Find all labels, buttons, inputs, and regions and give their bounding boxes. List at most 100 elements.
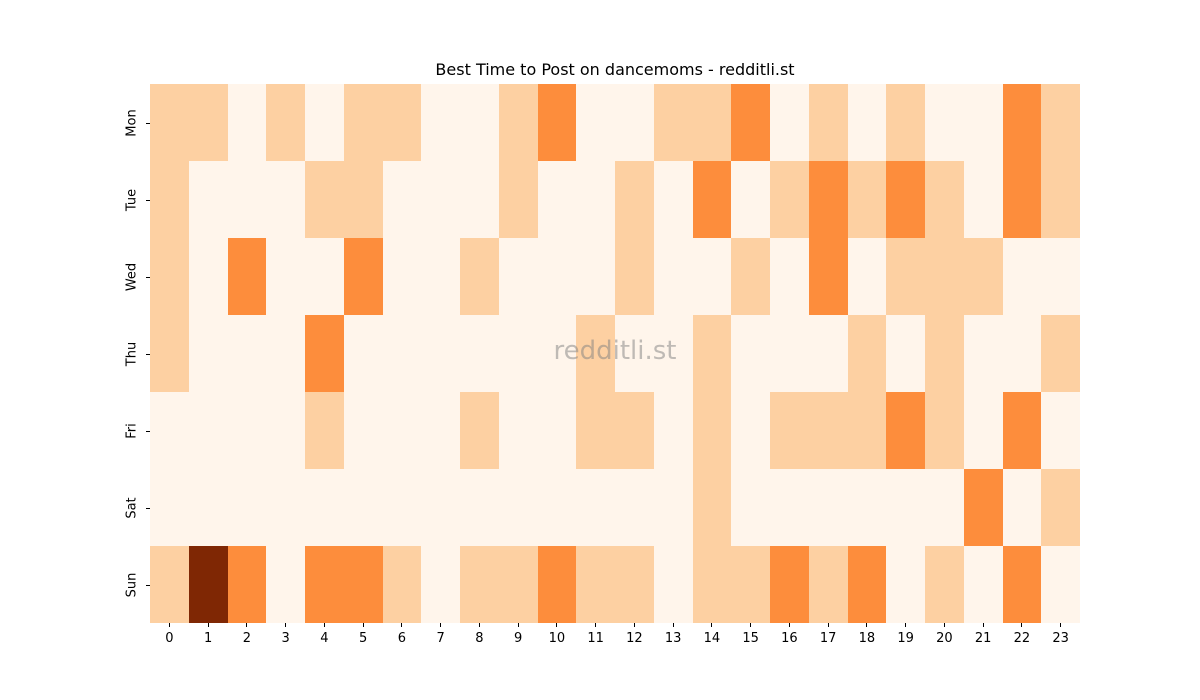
- heatmap-cell: [227, 161, 267, 238]
- heatmap-cell: [305, 392, 344, 469]
- x-tick-label: 1: [189, 623, 228, 646]
- heatmap-cell: [886, 238, 925, 315]
- heatmap-cell: [925, 84, 964, 161]
- heatmap-cell: [886, 161, 925, 238]
- heatmap-cell: [343, 238, 383, 315]
- x-tick-mark: [285, 623, 287, 627]
- heatmap-cell: [305, 315, 344, 392]
- x-tick-label: 21: [964, 623, 1003, 646]
- heatmap-cell: [925, 546, 964, 623]
- heatmap-cell: [808, 315, 848, 392]
- chart-title: Best Time to Post on dancemoms - redditl…: [435, 60, 795, 79]
- heatmap-cell: [1041, 392, 1080, 469]
- heatmap-cell: [808, 238, 848, 315]
- heatmap-cell: [653, 84, 693, 161]
- heatmap-cell: [1002, 469, 1042, 546]
- x-tick-mark: [595, 623, 597, 627]
- heatmap-cell: [537, 161, 577, 238]
- heatmap-cell: [963, 315, 1003, 392]
- heatmap-cell: [847, 161, 887, 238]
- x-tick-text: 11: [587, 631, 604, 646]
- x-axis: 0 1 2 3 4 5 6 7 8 9 10 11 12 13 14 15 16 17 18 19 20 21 22 23: [150, 623, 1080, 653]
- heatmap-cell: [498, 469, 538, 546]
- x-tick-mark: [168, 623, 170, 627]
- heatmap-cell: [498, 315, 538, 392]
- heatmap-cell: [692, 315, 732, 392]
- heatmap-cell: [498, 392, 538, 469]
- x-tick-label: 23: [1041, 623, 1080, 646]
- heatmap-cell: [227, 315, 267, 392]
- heatmap-cell: [1041, 315, 1080, 392]
- x-tick-label: 19: [886, 623, 925, 646]
- heatmap-cell: [343, 469, 383, 546]
- heatmap-cell: [615, 315, 654, 392]
- x-tick-label: 20: [925, 623, 964, 646]
- x-tick-text: 10: [548, 631, 566, 646]
- y-tick-text: Thu: [124, 341, 140, 366]
- heatmap-cell: [692, 238, 732, 315]
- heatmap-cell: [731, 161, 770, 238]
- heatmap-cell: [227, 392, 267, 469]
- y-tick-text: Tue: [124, 188, 140, 211]
- heatmap-cell: [615, 84, 654, 161]
- heatmap-cell: [731, 469, 770, 546]
- heatmap-cell: [963, 84, 1003, 161]
- x-tick-label: 2: [228, 623, 267, 646]
- heatmap-cell: [150, 84, 189, 161]
- heatmap-cell: [227, 546, 267, 623]
- heatmap-cell: [343, 315, 383, 392]
- x-tick-label: 13: [654, 623, 693, 646]
- heatmap-cell: [188, 238, 228, 315]
- x-tick-label: 0: [150, 623, 189, 646]
- x-tick-label: 5: [344, 623, 383, 646]
- heatmap-cell: [770, 315, 809, 392]
- x-tick-mark: [711, 623, 713, 627]
- heatmap-cell: [808, 161, 848, 238]
- heatmap-cell: [847, 315, 887, 392]
- heatmap-cell: [1002, 315, 1042, 392]
- heatmap-cell: [886, 469, 925, 546]
- x-tick-text: 18: [858, 631, 876, 646]
- heatmap-cell: [266, 315, 305, 392]
- x-tick-text: 7: [436, 631, 445, 646]
- x-tick-text: 2: [242, 631, 252, 646]
- heatmap-cell: [925, 469, 964, 546]
- heatmap-cell: [188, 84, 228, 161]
- y-tick-text: Mon: [124, 108, 140, 137]
- heatmap-cell: [576, 546, 615, 623]
- y-tick-text: Sat: [124, 496, 140, 519]
- x-tick-mark: [866, 623, 868, 627]
- heatmap-cell: [653, 546, 693, 623]
- heatmap-cell: [150, 392, 189, 469]
- x-tick-text: 22: [1013, 631, 1031, 646]
- heatmap-cell: [421, 392, 460, 469]
- heatmap-cell: [925, 315, 964, 392]
- heatmap-cell: [343, 84, 383, 161]
- heatmap-cell: [266, 238, 305, 315]
- heatmap-cell: [305, 546, 344, 623]
- heatmap-cell: [421, 315, 460, 392]
- heatmap-cell: [963, 546, 1003, 623]
- heatmap-cell: [150, 161, 189, 238]
- x-tick-text: 17: [819, 631, 837, 646]
- heatmap-cell: [653, 161, 693, 238]
- x-tick-text: 13: [664, 631, 682, 646]
- heatmap-cell: [421, 238, 460, 315]
- heatmap-cell: [188, 161, 228, 238]
- heatmap-cell: [150, 469, 189, 546]
- y-tick-text: Fri: [124, 422, 140, 439]
- heatmap-cell: [653, 315, 693, 392]
- heatmap-cell: [305, 161, 344, 238]
- y-tick-text: Sun: [124, 572, 140, 597]
- heatmap-cell: [421, 84, 460, 161]
- heatmap-cell: [963, 392, 1003, 469]
- heatmap-cell: [498, 238, 538, 315]
- x-tick-mark: [246, 623, 248, 627]
- heatmap-cell: [305, 84, 344, 161]
- heatmap-cell: [963, 469, 1003, 546]
- heatmap-cell: [305, 469, 344, 546]
- heatmap-cell: [731, 546, 770, 623]
- x-tick-text: 14: [703, 631, 721, 646]
- heatmap-cell: [537, 546, 577, 623]
- y-tick-label: Wed: [110, 238, 150, 315]
